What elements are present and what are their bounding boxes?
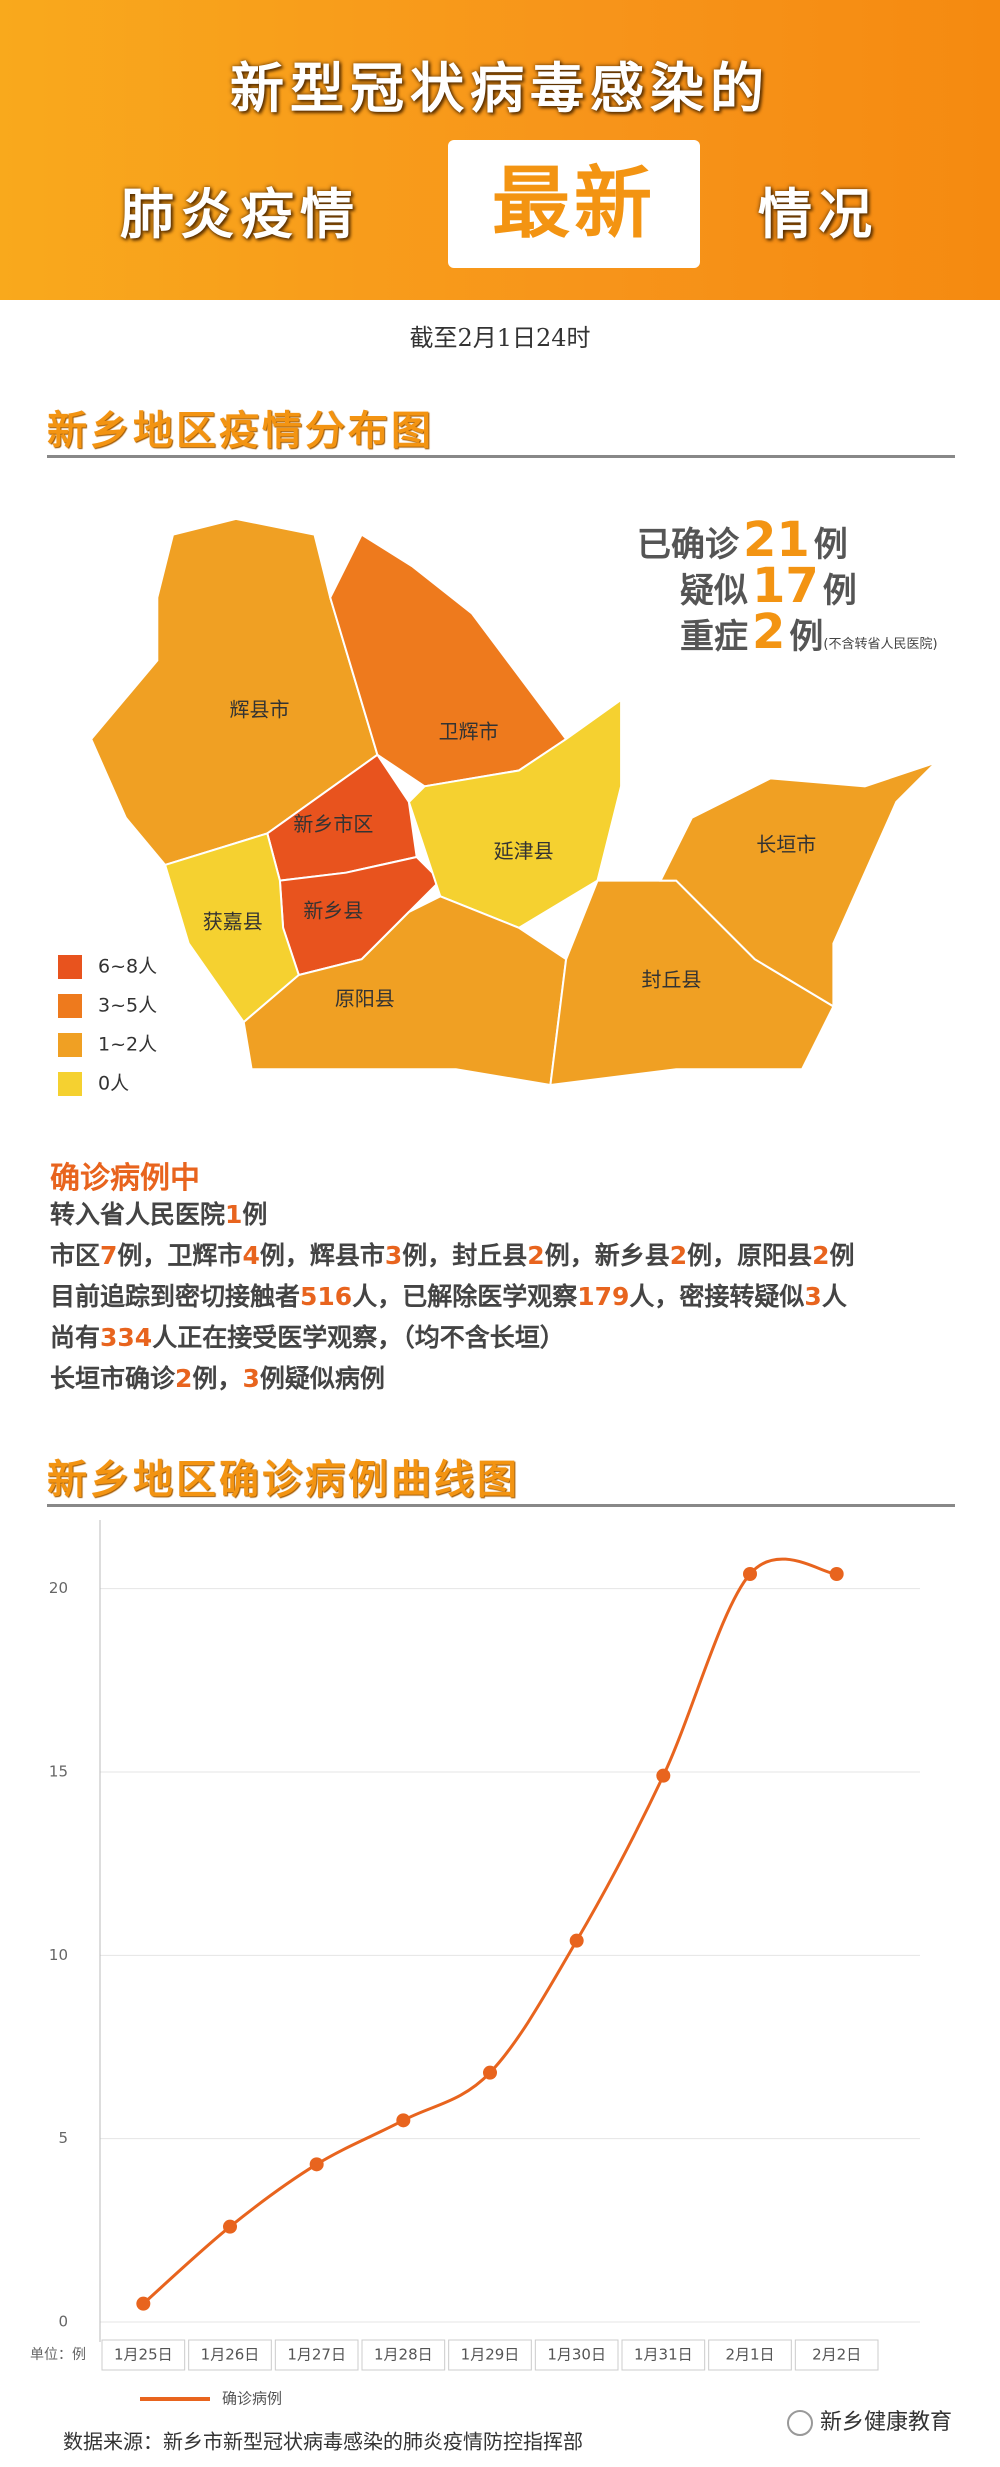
- x-tick-label: 1月29日: [461, 2346, 520, 2364]
- stat-label: 重症: [680, 617, 748, 657]
- x-tick-label: 1月28日: [374, 2346, 433, 2364]
- x-tick-box: [361, 2339, 446, 2371]
- legend-label: 0人: [98, 1073, 129, 1095]
- legend-label: 确诊病例: [222, 2390, 282, 2408]
- cases-line: 目前追踪到密切接触者516人，已解除医学观察179人，密接转疑似3人: [50, 1282, 847, 1311]
- line-chart: 0 5 10 15 20 单位：例 1月25日 1月26日 1月27日 1月28日 1月29日 1月3…: [30, 1520, 952, 2454]
- legend-label: 3~5人: [98, 995, 157, 1017]
- cases-line: 尚有334人正在接受医学观察，（均不含长垣）: [50, 1323, 565, 1352]
- cases-line: 长垣市确诊2例，3例疑似病例: [50, 1364, 385, 1393]
- data-point: [396, 2113, 411, 2128]
- region-label: 长垣市: [756, 833, 816, 857]
- x-tick-box: [534, 2339, 619, 2371]
- stat-unit: 例: [813, 525, 848, 565]
- x-tick-box: [621, 2339, 706, 2371]
- x-tick-label: 1月30日: [547, 2346, 606, 2364]
- stat-label: 已确诊: [637, 525, 739, 565]
- y-tick-label: 10: [49, 1946, 68, 1964]
- region-label: 卫辉市: [439, 719, 499, 743]
- stat-value: 21: [743, 512, 810, 568]
- footer-source: 数据来源：新乡市新型冠状病毒感染的肺炎疫情防控指挥部: [63, 2430, 583, 2454]
- x-tick-box: [448, 2339, 532, 2371]
- x-tick-box: [794, 2339, 879, 2371]
- legend-swatch: [58, 1072, 82, 1096]
- region-label: 获嘉县: [203, 910, 263, 934]
- data-point: [223, 2219, 237, 2234]
- region-label: 新乡县: [303, 899, 363, 923]
- header-title: 肺炎疫情: [120, 183, 360, 246]
- cases-line: 转入省人民医院1例: [50, 1200, 268, 1229]
- legend-label: 6~8人: [98, 956, 157, 978]
- footer-account: 新乡健康教育: [820, 2410, 952, 2435]
- x-tick-label: 2月2日: [812, 2346, 861, 2364]
- stat-unit: 例: [822, 571, 857, 611]
- account-icon: [787, 2410, 813, 2436]
- region-label: 辉县市: [229, 697, 289, 721]
- x-tick-label: 1月25日: [114, 2346, 173, 2364]
- cases-line: 市区7例，卫辉市4例，辉县市3例，封丘县2例，新乡县2例，原阳县2例: [50, 1241, 855, 1270]
- section-rule: [47, 455, 955, 458]
- header-title: 新型冠状病毒感染的: [230, 57, 770, 120]
- x-tick-label: 1月31日: [634, 2346, 693, 2364]
- data-point: [483, 2065, 497, 2080]
- y-tick-label: 20: [49, 1579, 68, 1597]
- stat-unit: 例: [789, 617, 824, 657]
- stat-value: 17: [752, 558, 819, 614]
- region-label: 封丘县: [641, 968, 701, 992]
- header-title: 情况: [758, 183, 878, 246]
- data-point: [136, 2296, 151, 2311]
- header-highlight-box: 最新: [448, 140, 700, 268]
- series-line: [142, 1557, 837, 2305]
- map-region: [658, 761, 937, 1009]
- cases-text: 确诊病例中 转入省人民医院1例市区7例，卫辉市4例，辉县市3例，封丘县2例，新乡…: [50, 1153, 970, 1400]
- date: 截至2月1日24时: [409, 324, 591, 352]
- section-rule: [47, 1504, 955, 1507]
- map-region: [163, 832, 300, 1024]
- x-tick-box: [274, 2339, 359, 2371]
- x-tick-label: 2月1日: [725, 2346, 774, 2364]
- data-point: [829, 1567, 844, 1581]
- map-region: [242, 895, 568, 1087]
- x-tick-box: [708, 2339, 792, 2371]
- data-point: [743, 1567, 757, 1581]
- header-highlight: 最新: [491, 159, 656, 249]
- stat-row: 已确诊21 例: [637, 512, 848, 568]
- stat-label: 疑似: [680, 571, 748, 611]
- x-tick-label: 1月26日: [201, 2346, 260, 2364]
- stat-row: 疑似17 例: [680, 558, 857, 614]
- stat-value: 2: [752, 604, 786, 660]
- region-label: 新乡市区: [293, 812, 373, 836]
- x-tick-box: [188, 2339, 272, 2371]
- data-point: [656, 1768, 671, 1783]
- chart-title: 新乡地区确诊病例曲线图: [47, 1457, 520, 1503]
- y-tick-label: 5: [58, 2129, 68, 2147]
- legend-swatch: [58, 994, 82, 1018]
- legend-swatch: [58, 955, 82, 979]
- region-label: 原阳县: [335, 987, 395, 1011]
- data-point: [569, 1933, 584, 1948]
- y-tick-label: 15: [49, 1763, 68, 1781]
- cases-heading: 确诊病例中: [50, 1161, 200, 1196]
- stat-row: 重症2 例(不含转省人民医院): [680, 604, 938, 660]
- y-tick-label: 0: [58, 2313, 68, 2331]
- map-region: [407, 697, 623, 929]
- stat-note: (不含转省人民医院): [823, 637, 938, 652]
- data-point: [309, 2157, 324, 2172]
- legend-swatch: [58, 1033, 82, 1057]
- y-unit-label: 单位：例: [30, 2347, 86, 2363]
- x-tick-box: [101, 2339, 186, 2371]
- legend-label: 1~2人: [98, 1034, 157, 1056]
- x-tick-label: 1月27日: [287, 2346, 346, 2364]
- section-title: 新乡地区疫情分布图: [47, 408, 434, 454]
- region-label: 延津县: [494, 839, 554, 863]
